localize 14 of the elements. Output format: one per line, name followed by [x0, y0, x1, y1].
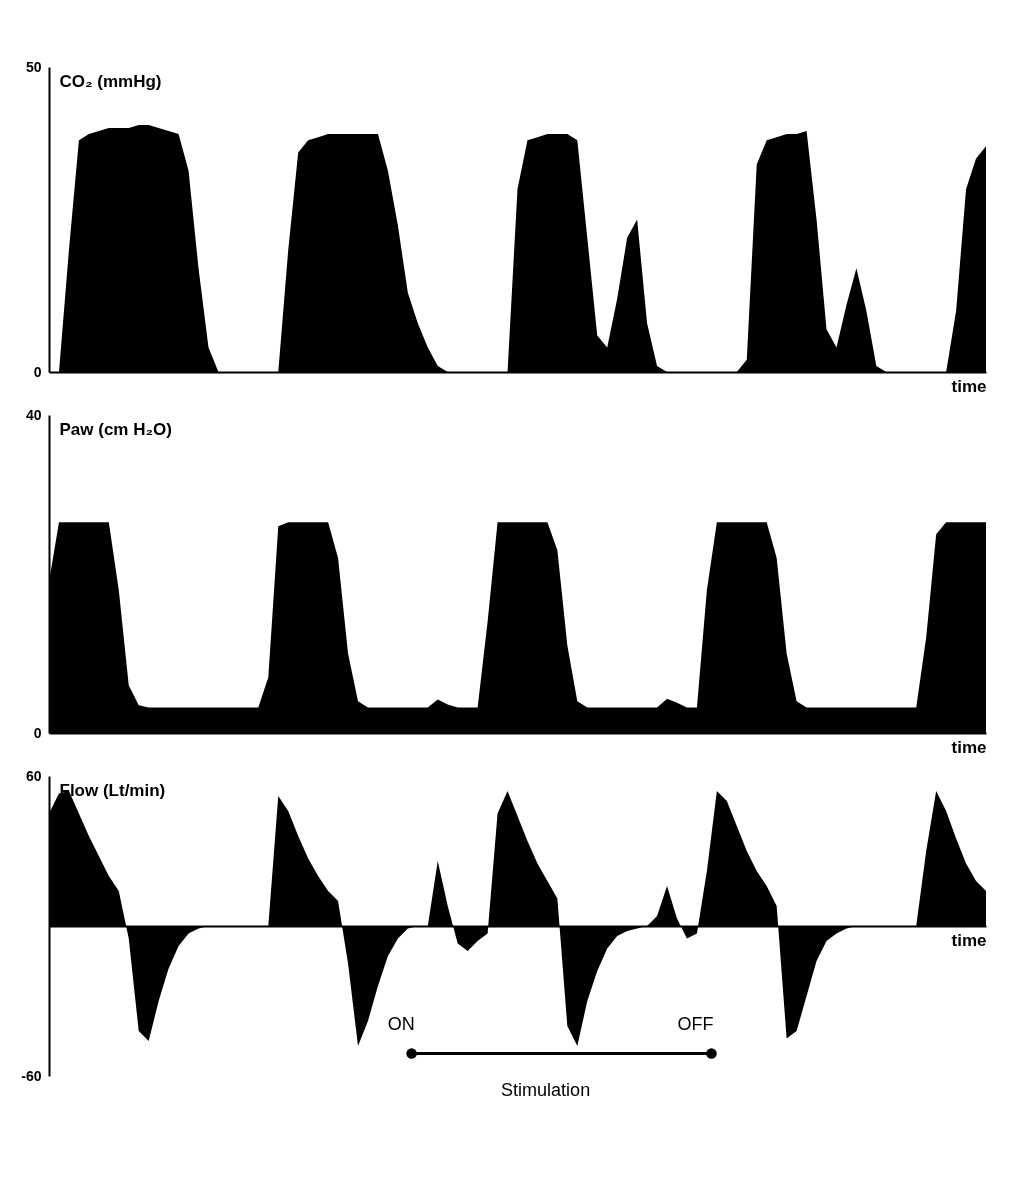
annotation: OFF — [677, 1014, 714, 1034]
y-axis-title: Paw (cm H₂O) — [59, 419, 172, 439]
y-tick-label: 0 — [33, 724, 42, 741]
annotation: ON — [387, 1014, 415, 1034]
y-tick-label: 40 — [25, 406, 42, 423]
x-axis-title: time — [951, 737, 987, 757]
text: Stimulation — [501, 1080, 591, 1100]
x-axis-title: time — [951, 930, 987, 950]
y-tick-label: 50 — [25, 58, 42, 75]
y-tick-label: 0 — [33, 363, 42, 380]
y-tick-label: -60 — [21, 1067, 42, 1084]
x-axis-title: time — [951, 376, 987, 396]
y-axis-title: CO₂ (mmHg) — [59, 71, 162, 91]
y-tick-label: 60 — [25, 767, 42, 784]
